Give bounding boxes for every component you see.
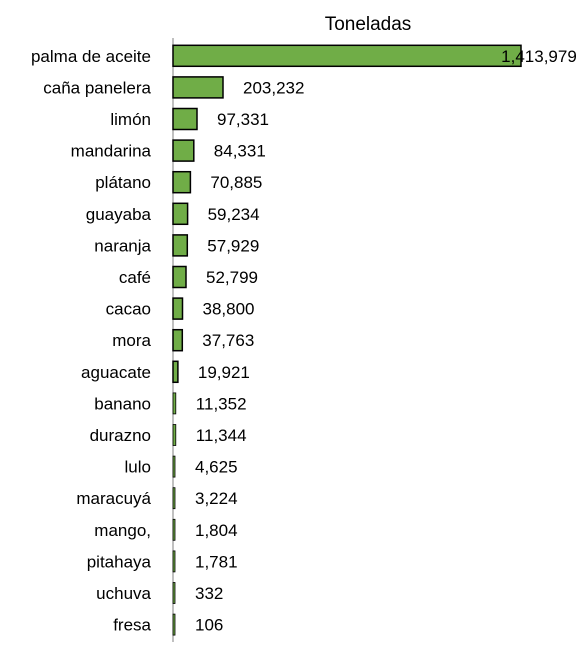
bar-17 [172, 582, 176, 604]
bar-9 [172, 328, 184, 352]
category-label-9: mora [112, 331, 151, 350]
value-label-3: 84,331 [214, 142, 266, 161]
value-label-4: 70,885 [210, 173, 262, 192]
value-label-12: 11,344 [196, 426, 247, 445]
category-label-18: fresa [113, 616, 151, 635]
value-label-0: 1,413,979 [501, 47, 576, 66]
category-label-11: banano [94, 394, 151, 413]
category-label-17: uchuva [96, 584, 151, 603]
value-label-5: 59,234 [208, 205, 260, 224]
bar-11 [172, 392, 177, 415]
value-label-1: 203,232 [243, 78, 304, 97]
bar-4 [172, 170, 192, 194]
category-label-6: naranja [94, 236, 151, 255]
category-label-13: lulo [125, 458, 151, 477]
value-label-16: 1,781 [195, 552, 238, 571]
bar-15 [172, 518, 176, 541]
value-label-6: 57,929 [207, 236, 259, 255]
bar-16 [172, 550, 176, 573]
bar-1 [172, 76, 224, 99]
bar-14 [172, 487, 176, 510]
category-label-2: limón [110, 110, 151, 129]
category-label-0: palma de aceite [31, 47, 151, 66]
category-label-3: mandarina [71, 142, 152, 161]
value-label-15: 1,804 [195, 521, 238, 540]
bar-6 [172, 234, 189, 257]
category-labels-layer: palma de aceite caña panelera limón mandari… [31, 47, 152, 635]
category-label-12: durazno [90, 426, 151, 445]
value-label-9: 37,763 [202, 331, 254, 350]
value-label-14: 3,224 [195, 489, 238, 508]
bars-layer [172, 44, 522, 636]
bar-2 [172, 107, 198, 131]
value-label-8: 38,800 [203, 300, 255, 319]
value-label-10: 19,921 [198, 363, 250, 382]
bar-12 [172, 424, 177, 446]
category-label-5: guayaba [86, 205, 152, 224]
bar-8 [172, 297, 184, 320]
category-label-8: cacao [106, 300, 151, 319]
bar-7 [172, 265, 187, 289]
bar-3 [172, 139, 195, 162]
category-label-10: aguacate [81, 363, 151, 382]
category-label-7: café [119, 268, 151, 287]
category-label-4: plátano [95, 173, 151, 192]
category-label-1: caña panelera [43, 78, 151, 97]
value-label-11: 11,352 [196, 394, 247, 413]
value-label-2: 97,331 [217, 110, 269, 129]
bar-18 [172, 613, 176, 636]
bar-0 [172, 44, 522, 68]
category-label-15: mango, [94, 521, 151, 540]
bar-5 [172, 202, 189, 226]
bar-10 [172, 360, 179, 384]
category-label-14: maracuyá [76, 489, 151, 508]
chart-title: Toneladas [325, 14, 412, 35]
value-label-18: 106 [195, 616, 223, 635]
value-label-17: 332 [195, 584, 223, 603]
category-label-16: pitahaya [87, 552, 152, 571]
value-label-7: 52,799 [206, 268, 258, 287]
value-label-13: 4,625 [195, 458, 238, 477]
value-labels-layer: 1,413,979 203,232 97,331 84,331 70,885 59,234… [195, 47, 576, 635]
bar-13 [172, 455, 176, 478]
